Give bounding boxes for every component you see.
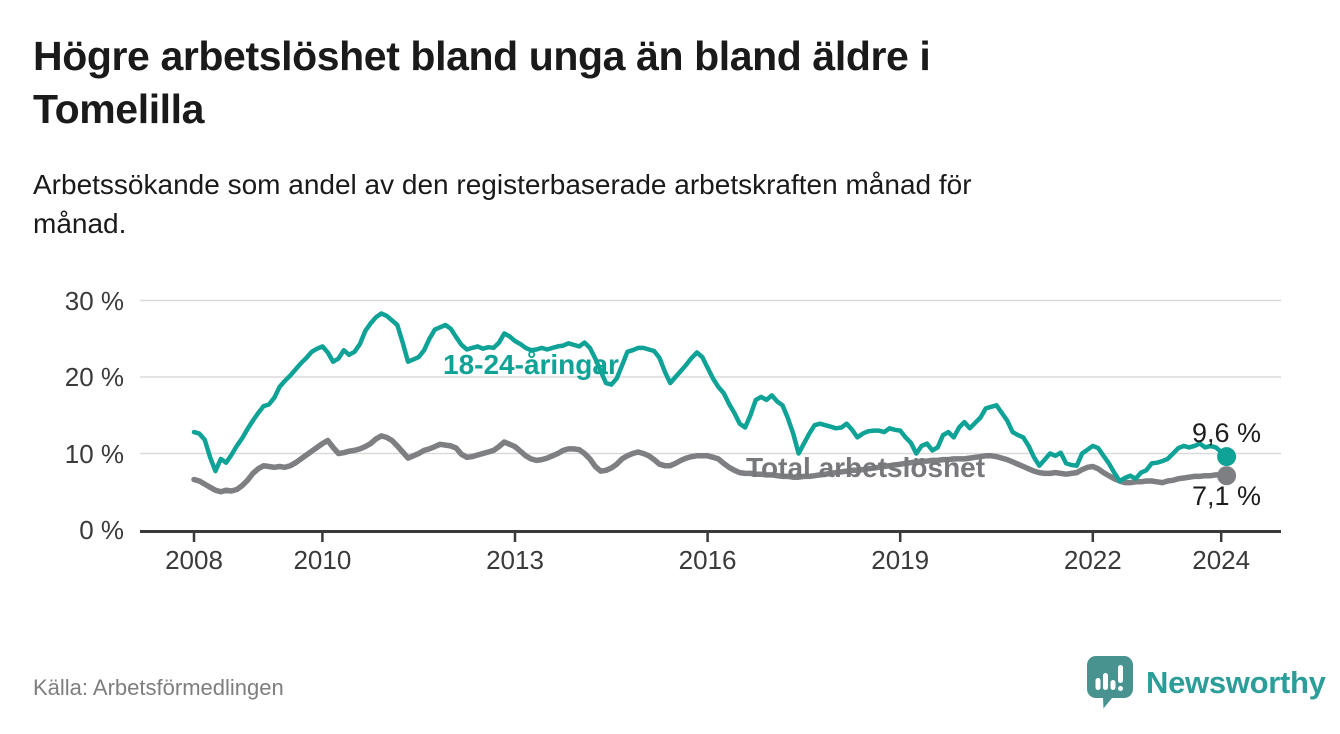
x-axis-tick-label: 2022 bbox=[1063, 545, 1122, 575]
newsworthy-logo-icon bbox=[1087, 656, 1133, 710]
end-value-label-youth: 9,6 % bbox=[1192, 418, 1262, 448]
y-axis-tick-label: 20 % bbox=[64, 362, 124, 392]
x-axis-tick-label: 2024 bbox=[1192, 545, 1251, 575]
series-label-youth: 18-24-åringar bbox=[443, 349, 619, 380]
end-value-label-total: 7,1 % bbox=[1192, 481, 1262, 511]
x-axis-tick-label: 2008 bbox=[165, 545, 223, 575]
subtitle-line-2: månad. bbox=[33, 208, 127, 239]
x-axis-tick-label: 2016 bbox=[678, 545, 737, 575]
y-axis-tick-label: 10 % bbox=[64, 438, 124, 469]
series-end-dot-0 bbox=[1217, 447, 1237, 467]
source-attribution: Källa: Arbetsförmedlingen bbox=[33, 675, 284, 700]
series-line-1 bbox=[191, 433, 1230, 495]
x-axis-tick-label: 2010 bbox=[293, 545, 352, 575]
series-end-dot-1 bbox=[1217, 466, 1237, 486]
y-axis-tick-label: 0 % bbox=[79, 515, 124, 545]
x-axis-tick-label: 2019 bbox=[871, 545, 930, 575]
newsworthy-logo-text: Newsworthy bbox=[1146, 665, 1326, 700]
x-axis-tick-label: 2013 bbox=[486, 545, 544, 575]
title-line-1: Högre arbetslöshet bland unga än bland ä… bbox=[33, 33, 931, 79]
newsworthy-logo: Newsworthy bbox=[1087, 656, 1326, 710]
series-line-0 bbox=[191, 311, 1229, 484]
chart-subtitle: Arbetssökande som andel av den registerb… bbox=[33, 165, 972, 243]
title-line-2: Tomelilla bbox=[33, 86, 205, 132]
series-label-total: Total arbetslöshet bbox=[746, 452, 986, 483]
page-title: Högre arbetslöshet bland unga än bland ä… bbox=[33, 30, 931, 136]
subtitle-line-1: Arbetssökande som andel av den registerb… bbox=[33, 169, 972, 200]
y-axis-tick-label: 30 % bbox=[64, 285, 124, 316]
